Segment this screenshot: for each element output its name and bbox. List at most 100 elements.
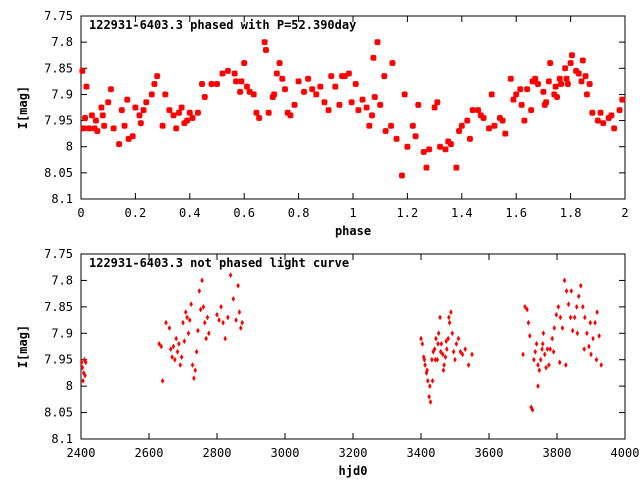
data-point [560, 325, 565, 331]
data-point [433, 356, 438, 363]
data-point [534, 80, 542, 88]
data-point [581, 303, 585, 310]
data-point [517, 86, 524, 93]
data-point [530, 406, 535, 413]
data-point [572, 67, 580, 75]
x-tick-label: 0.8 [288, 206, 310, 220]
data-point [556, 303, 561, 310]
data-point [79, 359, 84, 366]
data-point [185, 314, 189, 321]
data-point [160, 377, 165, 384]
data-point [162, 91, 169, 98]
data-point [442, 146, 449, 153]
data-point [585, 330, 589, 337]
data-point [430, 377, 435, 384]
data-point [563, 75, 570, 82]
data-point [175, 348, 180, 355]
data-point [499, 117, 506, 124]
x-axis-title-top: phase [335, 224, 371, 238]
data-point [110, 125, 117, 132]
data-point [562, 65, 569, 72]
y-tick-label: 7.75 [44, 247, 73, 261]
data-point [480, 114, 487, 122]
data-point [449, 309, 453, 316]
data-point [572, 314, 577, 321]
data-point [436, 330, 441, 337]
data-point [284, 109, 291, 116]
data-point [540, 346, 544, 353]
data-point [422, 356, 427, 363]
data-point [154, 73, 161, 80]
data-point [425, 367, 429, 374]
data-point [466, 362, 471, 368]
data-point [605, 114, 612, 122]
y-tick-label: 7.85 [44, 300, 73, 314]
data-points-bottom [79, 272, 603, 413]
data-point [528, 332, 532, 339]
data-point [173, 356, 177, 363]
data-point [143, 99, 150, 106]
data-point [291, 101, 298, 108]
x-tick-label: 3600 [475, 446, 504, 460]
data-point [261, 39, 268, 46]
y-tick-label: 7.75 [44, 9, 73, 23]
data-point [137, 120, 144, 127]
data-point [345, 70, 353, 77]
x-tick-label: 0 [77, 206, 84, 220]
x-tick-labels-bottom: 2400 2600 2800 3000 3200 3400 3600 3800 4000 [67, 446, 640, 460]
data-point [164, 319, 168, 326]
data-point [237, 309, 242, 316]
data-point [183, 117, 191, 124]
data-point [599, 362, 603, 368]
y-tick-label: 7.8 [51, 35, 73, 49]
data-point [136, 112, 143, 119]
data-point [240, 319, 244, 326]
data-point [239, 325, 243, 331]
x-tick-label: 1 [349, 206, 356, 220]
data-point [363, 104, 370, 111]
data-point [159, 122, 166, 129]
data-point [107, 86, 115, 93]
data-point [562, 277, 567, 284]
x-tick-labels-top: 0 0.2 0.4 0.6 0.8 1 1.2 1.4 1.6 1.8 2 [77, 206, 628, 220]
y-tick-label: 7.9 [51, 326, 73, 340]
data-point [600, 120, 607, 127]
data-point [502, 130, 509, 137]
data-point [208, 80, 215, 88]
data-point [246, 88, 253, 95]
data-point [167, 325, 172, 331]
x-tick-label: 1.2 [397, 206, 419, 220]
data-point [551, 348, 556, 355]
data-point [228, 272, 233, 279]
data-point [359, 96, 366, 103]
data-point [265, 109, 272, 116]
data-point [157, 340, 161, 347]
data-point [321, 99, 328, 106]
data-point [224, 67, 231, 75]
data-point [178, 104, 185, 111]
data-point [532, 356, 536, 363]
data-point [192, 375, 196, 382]
data-point [295, 78, 302, 85]
data-point [241, 59, 248, 67]
data-point [463, 346, 467, 353]
data-point [276, 59, 283, 67]
data-point [441, 367, 446, 374]
data-point [477, 112, 484, 119]
data-point [91, 125, 98, 132]
data-point [341, 73, 348, 80]
data-point [309, 86, 316, 93]
data-point [98, 104, 105, 111]
data-point [470, 351, 474, 358]
data-point [536, 362, 540, 368]
data-point [595, 309, 599, 316]
data-point [454, 340, 459, 347]
data-point [536, 383, 540, 390]
data-point [611, 125, 618, 132]
data-point [439, 340, 444, 347]
data-point [464, 117, 471, 124]
x-tick-label: 1.6 [505, 206, 527, 220]
data-point [332, 83, 339, 90]
data-point [132, 104, 139, 111]
y-axis-title-bottom: I[mag] [16, 325, 30, 368]
